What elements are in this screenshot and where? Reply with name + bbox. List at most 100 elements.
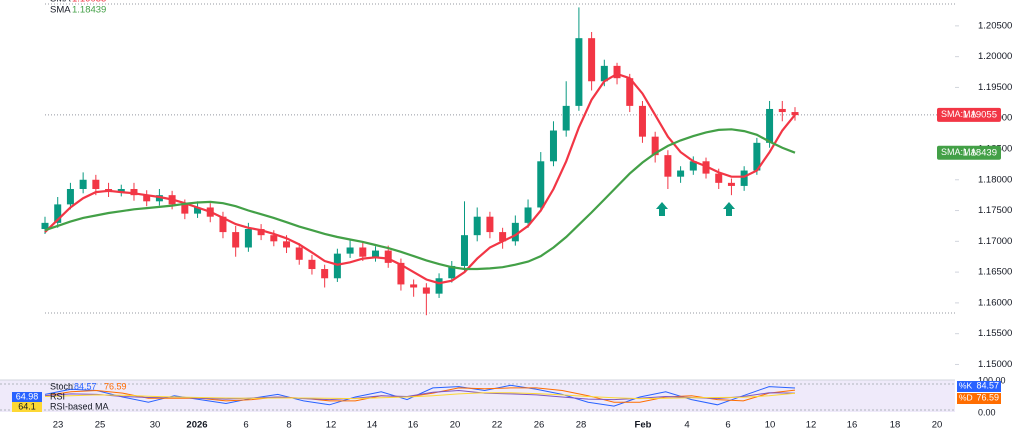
- x-tick-label: 10: [765, 420, 776, 431]
- candle-body: [372, 250, 380, 257]
- x-tick-label: 28: [576, 420, 587, 431]
- badge-name: %D: [959, 392, 973, 402]
- candle-body: [410, 284, 418, 288]
- candle-body: [715, 173, 723, 183]
- candle-body: [244, 229, 252, 248]
- candle-body: [575, 38, 583, 106]
- indicator-title: Stoch: [50, 381, 73, 391]
- y-tick-label: 1.18000: [978, 174, 1012, 185]
- candle-body: [499, 232, 507, 242]
- candle-body: [41, 222, 49, 230]
- y-tick-label: 1.20000: [978, 51, 1012, 62]
- sma-line: [44, 72, 796, 285]
- candle-body: [473, 216, 481, 236]
- y-tick-label: 1.16500: [978, 267, 1012, 278]
- candle-body: [308, 259, 316, 270]
- candle-body: [588, 38, 596, 82]
- candle-body: [79, 179, 87, 189]
- x-tick-label: 16: [847, 420, 858, 431]
- candle-body: [359, 247, 367, 257]
- indicator-badge: [957, 381, 1001, 392]
- candle-body: [600, 65, 608, 82]
- y-tick-label: 1.20500: [978, 20, 1012, 31]
- x-tick-label: 14: [367, 420, 378, 431]
- candle-body: [753, 142, 761, 171]
- badge-value: 64.1: [18, 401, 36, 411]
- candle-body: [321, 269, 329, 279]
- x-tick-label: 23: [53, 420, 64, 431]
- up-arrow: [656, 202, 668, 216]
- legend-name: SMA: [50, 5, 71, 16]
- x-tick-label: 18: [890, 420, 901, 431]
- candle-body: [92, 179, 100, 189]
- legend-value: 76.59: [104, 381, 127, 391]
- candle-body: [346, 247, 354, 254]
- candle-body: [613, 65, 621, 79]
- legend-name: SMA: [50, 0, 71, 5]
- candle-body: [295, 247, 303, 260]
- candle-body: [664, 155, 672, 177]
- legend-name: RSI: [50, 391, 65, 401]
- candle-body: [740, 170, 748, 186]
- candle-body: [448, 265, 456, 279]
- indicator-badge: [957, 393, 1001, 404]
- indicator-line: [44, 392, 796, 400]
- x-tick-label: 20: [450, 420, 461, 431]
- badge-value: 1.18439: [963, 147, 997, 158]
- badge-value: 64.98: [16, 391, 39, 401]
- candle-body: [778, 108, 786, 113]
- badge-name: %K: [959, 380, 973, 390]
- candle-body: [397, 262, 405, 285]
- x-tick-label: 30: [150, 420, 161, 431]
- candle-body: [257, 229, 265, 236]
- y-tick-label: 1.15000: [978, 359, 1012, 370]
- x-tick-label: 12: [806, 420, 817, 431]
- candle-body: [270, 235, 278, 242]
- candle-body: [651, 136, 659, 156]
- x-tick-label: 6: [725, 420, 730, 431]
- candle-body: [460, 235, 468, 266]
- x-tick-label: 6: [243, 420, 248, 431]
- candle-body: [524, 207, 532, 223]
- legend-value: 84.57: [74, 381, 97, 391]
- candle-body: [194, 207, 202, 214]
- x-tick-label: 8: [286, 420, 291, 431]
- candle-body: [66, 189, 74, 205]
- candle-body: [486, 216, 494, 233]
- y-tick-label: 1.16000: [978, 297, 1012, 308]
- candle-body: [422, 287, 430, 294]
- price-badge: [937, 145, 1001, 160]
- candle-body: [677, 170, 685, 177]
- sma-line: [44, 128, 796, 271]
- candle-body: [333, 253, 341, 279]
- candle-body: [117, 189, 125, 193]
- y-tick-label: 1.19500: [978, 82, 1012, 93]
- candle-body: [766, 108, 774, 143]
- candle-body: [791, 112, 799, 116]
- legend-value: 1.19055: [72, 0, 106, 5]
- candle-body: [727, 182, 735, 186]
- candle-body: [384, 250, 392, 263]
- candle-body: [54, 204, 62, 223]
- candle-body: [435, 278, 443, 294]
- y-tick-label: 1.17500: [978, 205, 1012, 216]
- x-tick-label: 22: [492, 420, 503, 431]
- candle-body: [155, 195, 163, 202]
- x-tick-label: 16: [408, 420, 419, 431]
- badge-name: SMA:MA: [941, 147, 977, 157]
- candle-body: [638, 105, 646, 137]
- candle-body: [130, 189, 138, 196]
- x-tick-label: 2026: [186, 420, 207, 431]
- candle-body: [562, 105, 570, 131]
- badge-value: 1.19055: [963, 109, 997, 120]
- x-tick-label: 20: [932, 420, 943, 431]
- candle-body: [283, 241, 291, 248]
- x-tick-label: Feb: [635, 420, 652, 431]
- candle-body: [549, 130, 557, 162]
- candle-body: [537, 161, 545, 208]
- indicator-tick-label: 0.00: [978, 407, 996, 417]
- candle-body: [181, 204, 189, 214]
- y-tick-label: 1.15500: [978, 328, 1012, 339]
- indicator-panel: [0, 380, 955, 412]
